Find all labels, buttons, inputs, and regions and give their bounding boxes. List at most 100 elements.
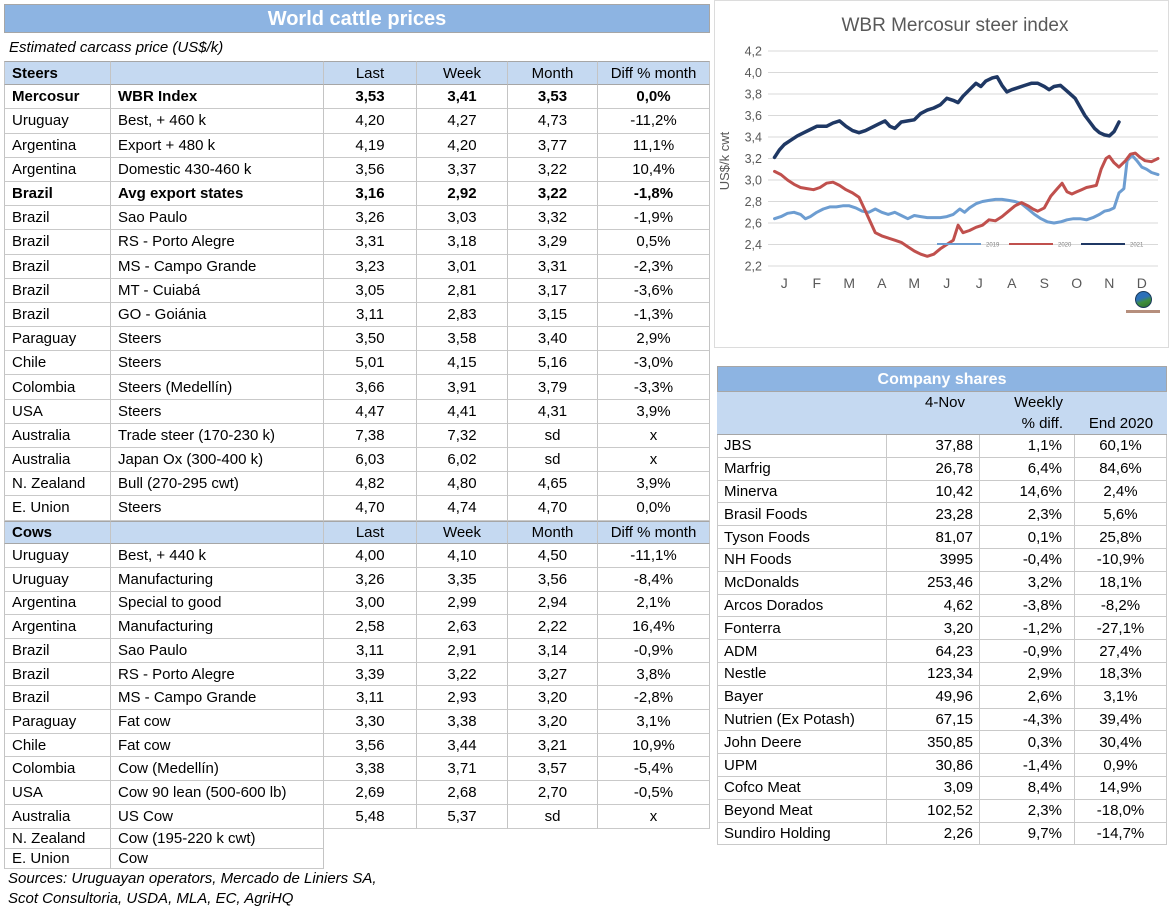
cell-week: 2,63 [417,615,508,639]
cell-country: Brazil [4,686,111,711]
cell-country: Uruguay [4,567,111,592]
cell-company-name: McDonalds [717,571,887,595]
cell-description: Steers (Medellín) [111,375,324,400]
cell-country: Brazil [4,302,111,328]
cell-diff: -1,3% [598,302,710,328]
cell-share-price: 81,07 [887,526,980,549]
cell-country: E. Union [4,496,111,521]
cell-share-price: 49,96 [887,685,980,709]
cell-week: 3,38 [417,710,508,734]
cell-company-name: NH Foods [717,548,887,572]
cell-country: Argentina [4,133,111,158]
cell-last: 5,48 [324,804,417,829]
cell-month: 3,17 [508,278,598,303]
cell-end-2020: 60,1% [1075,435,1167,458]
cell-description: Best, + 440 k [111,544,324,568]
x-tick-label: J [781,275,788,291]
cell-month: 4,31 [508,399,598,424]
section-header-steers: Steers [4,61,111,86]
cell-diff: 16,4% [598,615,710,639]
cell-last: 2,69 [324,781,417,805]
cell-end-2020: 39,4% [1075,708,1167,732]
sources-line-1: Sources: Uruguayan operators, Mercado de… [8,869,377,887]
cell-month: 3,27 [508,662,598,687]
cell-share-price: 37,88 [887,435,980,458]
page-title: World cattle prices [4,4,710,33]
table-subtitle: Estimated carcass price (US$/k) [9,39,224,56]
cell-month: sd [508,804,598,829]
cell-month: 2,70 [508,781,598,805]
cell-last: 3,56 [324,733,417,758]
cell-diff: 10,4% [598,157,710,182]
cell-company-name: Sundiro Holding [717,822,887,846]
cell-weekly-diff: -4,3% [980,708,1075,732]
logo-wordmark [1126,310,1160,313]
cell-week: 5,37 [417,804,508,829]
chart-title: WBR Mercosur steer index [841,15,1069,36]
cell-month: 3,20 [508,710,598,734]
world-cattle-prices-panel: World cattle prices Estimated carcass pr… [4,4,710,909]
cell-share-price: 2,26 [887,822,980,846]
cell-month: 3,31 [508,254,598,279]
cell-description: Cow (Medellín) [111,757,324,782]
cell-country: N. Zealand [4,828,111,849]
cell-last: 3,53 [324,85,417,110]
cell-weekly-diff: -0,9% [980,640,1075,663]
cell-share-price: 3,09 [887,776,980,800]
x-tick-label: A [877,275,887,291]
series-line-2019 [773,153,1160,225]
cell-diff: -1,9% [598,206,710,231]
cell-share-price: 64,23 [887,640,980,663]
cell-description: Steers [111,399,324,424]
cell-country: Mercosur [4,85,111,110]
cell-weekly-diff: 14,6% [980,480,1075,504]
cell-week: 3,91 [417,375,508,400]
world-prices-table: Steers Last Week Month Diff % month Mercosur W… [4,61,710,869]
cell-diff: -0,9% [598,639,710,663]
cell-country: Chile [4,351,111,376]
cell-country: N. Zealand [4,472,111,497]
cell-last: 3,38 [324,757,417,782]
shares-header-blank [717,392,887,414]
cell-last: 2,58 [324,615,417,639]
cell-week: 3,44 [417,733,508,758]
cell-share-price: 23,28 [887,503,980,527]
cell-month: sd [508,423,598,448]
cell-share-price: 350,85 [887,731,980,755]
company-shares-panel: Company shares 4-Nov Weekly% diff. End 202… [717,366,1167,846]
column-header-month: Month [508,61,598,86]
cell-country: USA [4,399,111,424]
cell-month: 3,22 [508,157,598,182]
column-header-month: Month [508,520,598,545]
cell-weekly-diff: 2,9% [980,662,1075,686]
cell-week: 4,41 [417,399,508,424]
cell-empty [324,829,417,849]
shares-title: Company shares [717,366,1167,392]
cell-month: sd [508,448,598,473]
cell-month: 2,94 [508,591,598,616]
section-header-spacer [111,520,324,545]
cell-diff: 0,0% [598,496,710,521]
cell-company-name: Marfrig [717,457,887,481]
cell-month: 5,16 [508,351,598,376]
cell-week: 4,20 [417,133,508,158]
cell-week: 7,32 [417,423,508,448]
cell-company-name: Fonterra [717,617,887,641]
x-tick-label: M [908,275,920,291]
x-tick-label: D [1137,275,1147,291]
cell-last: 6,03 [324,448,417,473]
cell-month: 3,22 [508,181,598,207]
cell-country: Brazil [4,254,111,279]
cell-empty [598,829,710,849]
cell-description: Fat cow [111,733,324,758]
column-header-week: Week [417,520,508,545]
cell-last: 3,00 [324,591,417,616]
cell-empty [508,849,598,869]
cell-description: Best, + 460 k [111,109,324,134]
cell-empty [508,829,598,849]
cell-end-2020: 25,8% [1075,526,1167,549]
cell-last: 3,39 [324,662,417,687]
y-tick-label: 2,6 [745,217,762,231]
cell-end-2020: -14,7% [1075,822,1167,846]
cell-last: 3,11 [324,639,417,663]
